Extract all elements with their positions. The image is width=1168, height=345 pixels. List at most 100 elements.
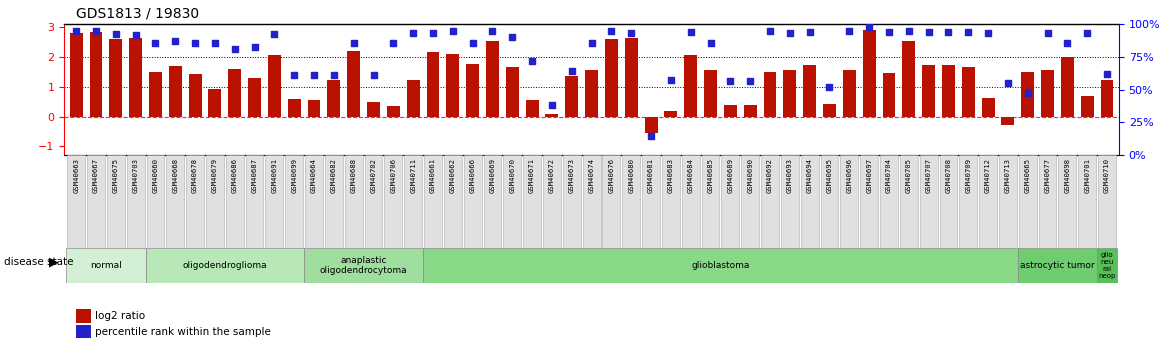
FancyBboxPatch shape	[424, 155, 442, 248]
Text: GSM40694: GSM40694	[807, 158, 813, 193]
Text: GSM40674: GSM40674	[589, 158, 595, 193]
Bar	[784, 70, 797, 117]
Bar	[446, 54, 459, 117]
Bar	[883, 73, 896, 117]
Text: GSM40680: GSM40680	[628, 158, 634, 193]
Point	[820, 84, 839, 89]
Text: glioblastoma: glioblastoma	[691, 261, 750, 270]
Bar	[684, 56, 697, 117]
Bar	[248, 78, 260, 117]
Point	[840, 28, 858, 33]
Bar	[208, 89, 222, 117]
Bar	[387, 106, 399, 117]
FancyBboxPatch shape	[245, 155, 264, 248]
Text: GSM40675: GSM40675	[113, 158, 119, 193]
FancyBboxPatch shape	[265, 155, 284, 248]
Bar	[367, 102, 380, 117]
Point	[681, 29, 700, 34]
Text: GSM40667: GSM40667	[93, 158, 99, 193]
Text: log2 ratio: log2 ratio	[95, 311, 145, 321]
Text: GSM40686: GSM40686	[231, 158, 238, 193]
Point	[1018, 90, 1037, 96]
Point	[602, 28, 620, 33]
Point	[621, 30, 640, 36]
Text: GSM40673: GSM40673	[569, 158, 575, 193]
FancyBboxPatch shape	[662, 155, 680, 248]
FancyBboxPatch shape	[959, 155, 978, 248]
FancyBboxPatch shape	[543, 155, 561, 248]
Text: GSM40704: GSM40704	[887, 158, 892, 193]
Bar	[804, 65, 816, 117]
Point	[860, 24, 878, 30]
Text: GSM40711: GSM40711	[410, 158, 416, 193]
Point	[384, 40, 403, 46]
FancyBboxPatch shape	[126, 155, 145, 248]
Bar	[981, 98, 994, 117]
Bar	[903, 41, 916, 117]
Text: GSM40708: GSM40708	[945, 158, 952, 193]
Text: GSM40689: GSM40689	[728, 158, 734, 193]
Text: GSM40695: GSM40695	[827, 158, 833, 193]
Text: GSM40697: GSM40697	[867, 158, 872, 193]
Bar	[327, 80, 340, 117]
Bar	[764, 72, 777, 117]
Point	[741, 78, 759, 83]
Bar	[605, 39, 618, 117]
Bar	[943, 65, 955, 117]
Point	[880, 29, 898, 34]
Point	[939, 29, 958, 34]
Point	[146, 40, 165, 46]
FancyBboxPatch shape	[880, 155, 898, 248]
Point	[919, 29, 938, 34]
FancyBboxPatch shape	[762, 155, 779, 248]
Bar	[1080, 96, 1093, 117]
FancyBboxPatch shape	[563, 155, 580, 248]
FancyBboxPatch shape	[860, 155, 878, 248]
Text: GSM40665: GSM40665	[1024, 158, 1030, 193]
Text: GSM40707: GSM40707	[925, 158, 932, 193]
Text: GSM40688: GSM40688	[350, 158, 356, 193]
Bar	[228, 69, 241, 117]
Point	[1058, 40, 1077, 46]
Point	[563, 68, 582, 74]
Text: GSM40710: GSM40710	[1104, 158, 1110, 193]
Text: ▶: ▶	[49, 256, 58, 269]
Point	[444, 28, 463, 33]
Point	[206, 40, 224, 46]
Text: GSM40669: GSM40669	[489, 158, 495, 193]
Text: GSM40702: GSM40702	[370, 158, 376, 193]
Bar	[545, 114, 558, 117]
Point	[166, 39, 185, 44]
FancyBboxPatch shape	[841, 155, 858, 248]
FancyBboxPatch shape	[484, 155, 501, 248]
Bar	[645, 117, 658, 133]
Text: GSM40690: GSM40690	[748, 158, 753, 193]
Bar	[169, 67, 182, 117]
Bar	[843, 70, 856, 117]
FancyBboxPatch shape	[821, 155, 839, 248]
Point	[484, 28, 502, 33]
Point	[1098, 71, 1117, 76]
Text: GSM40713: GSM40713	[1004, 158, 1011, 193]
Bar	[1001, 117, 1014, 125]
Text: GSM40666: GSM40666	[470, 158, 475, 193]
Point	[780, 30, 799, 36]
Bar	[347, 51, 360, 117]
Text: oligodendroglioma: oligodendroglioma	[182, 261, 267, 270]
Text: GSM40685: GSM40685	[708, 158, 714, 193]
FancyBboxPatch shape	[603, 155, 620, 248]
Text: GSM40678: GSM40678	[192, 158, 199, 193]
Bar	[961, 67, 975, 117]
FancyBboxPatch shape	[444, 155, 461, 248]
Text: GSM40706: GSM40706	[390, 158, 396, 193]
Point	[1038, 30, 1057, 36]
FancyBboxPatch shape	[1038, 155, 1057, 248]
Point	[661, 77, 680, 82]
FancyBboxPatch shape	[404, 155, 422, 248]
Text: GSM40683: GSM40683	[668, 158, 674, 193]
FancyBboxPatch shape	[225, 155, 244, 248]
Text: GSM40661: GSM40661	[430, 158, 436, 193]
FancyBboxPatch shape	[106, 155, 125, 248]
FancyBboxPatch shape	[206, 155, 224, 248]
Text: anaplastic
oligodendrocytoma: anaplastic oligodendrocytoma	[320, 256, 408, 275]
